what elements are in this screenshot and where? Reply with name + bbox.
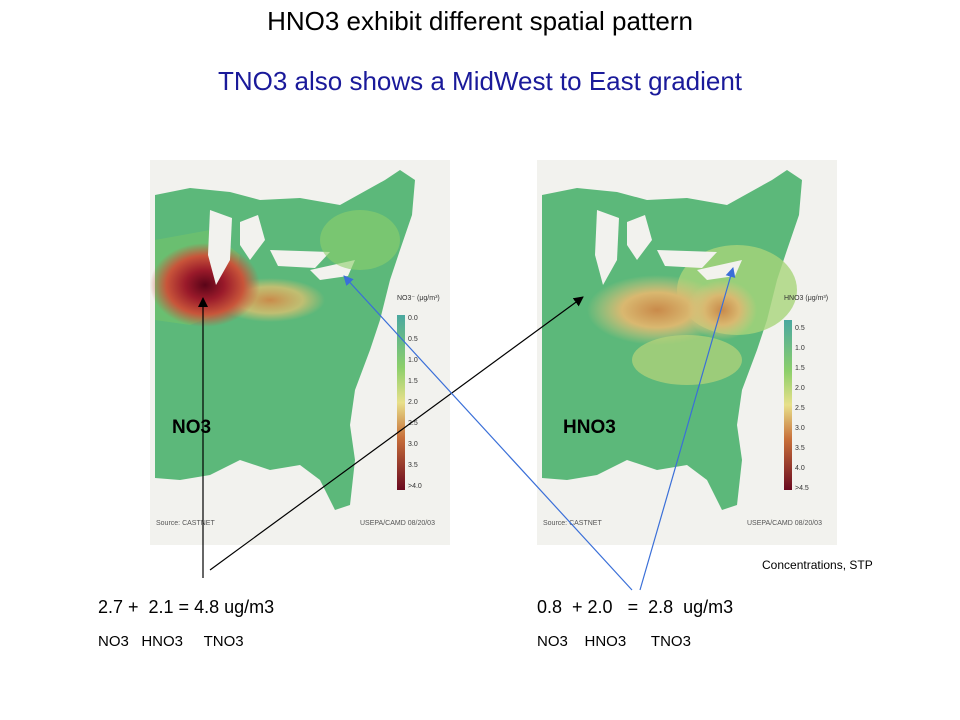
hno3-legend-tick: 1.0	[795, 345, 805, 352]
hno3-legend-tick: 2.0	[795, 385, 805, 392]
hno3-map: HNO3 (μg/m³) 0.5 1.0 1.5 2.0 2.5 3.0 3.5…	[537, 160, 837, 545]
no3-legend-title: NO3⁻ (μg/m³)	[397, 295, 440, 302]
hno3-source: Source: CASTNET	[543, 520, 602, 527]
no3-legend-tick: 0.5	[408, 336, 418, 343]
no3-agency: USEPA/CAMD 08/20/03	[360, 520, 435, 527]
hno3-legend-title: HNO3 (μg/m³)	[784, 295, 828, 302]
slide-title: HNO3 exhibit different spatial pattern	[267, 6, 693, 36]
right-equation-labels: NO3 HNO3 TNO3	[537, 633, 691, 650]
concentrations-note: Concentrations, STP	[762, 558, 873, 572]
hno3-legend-tick: 2.5	[795, 405, 805, 412]
hno3-agency: USEPA/CAMD 08/20/03	[747, 520, 822, 527]
hno3-legend-tick: 3.5	[795, 445, 805, 452]
no3-legend-tick: 2.0	[408, 399, 418, 406]
hno3-map-label: HNO3	[563, 417, 616, 438]
arrow-hno3-left	[209, 296, 584, 571]
hno3-legend-tick: 0.5	[795, 325, 805, 332]
no3-map: NO3⁻ (μg/m³) 0.0 0.5 1.0 1.5 2.0 2.5 3.0…	[150, 160, 450, 545]
slide-subtitle: TNO3 also shows a MidWest to East gradie…	[217, 66, 743, 96]
hno3-legend-tick: 1.5	[795, 365, 805, 372]
left-equation-labels: NO3 HNO3 TNO3	[98, 633, 244, 650]
right-equation: 0.8 + 2.0 = 2.8 ug/m3	[537, 597, 734, 617]
hno3-legend-tick: 4.0	[795, 465, 805, 472]
hno3-legend-tick: >4.5	[795, 485, 809, 492]
no3-legend-tick: 3.0	[408, 441, 418, 448]
no3-legend-tick: >4.0	[408, 483, 422, 490]
no3-legend-tick: 1.0	[408, 357, 418, 364]
no3-map-label: NO3	[172, 417, 212, 438]
left-equation: 2.7 + 2.1 = 4.8 ug/m3	[98, 597, 275, 617]
no3-legend-tick: 0.0	[408, 315, 418, 322]
no3-source: Source: CASTNET	[156, 520, 215, 527]
arrow-no3-right	[343, 275, 633, 591]
arrow-hno3-right	[639, 267, 736, 591]
no3-legend-tick: 3.5	[408, 462, 418, 469]
no3-legend-tick: 1.5	[408, 378, 418, 385]
hno3-legend-tick: 3.0	[795, 425, 805, 432]
no3-legend-tick: 2.5	[408, 420, 418, 427]
